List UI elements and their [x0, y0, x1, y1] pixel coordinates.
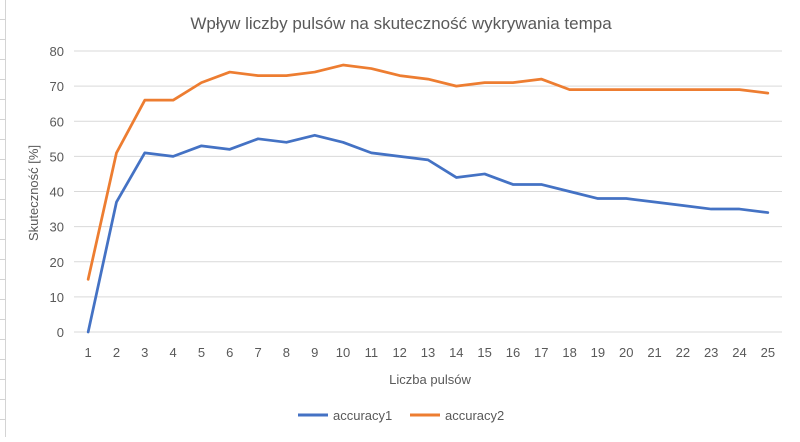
x-tick-label: 20: [619, 345, 633, 360]
y-tick-label: 30: [50, 220, 64, 235]
chart-area[interactable]: Wpływ liczby pulsów na skuteczność wykry…: [6, 0, 800, 437]
x-tick-label: 11: [365, 345, 379, 360]
x-tick-label: 6: [226, 345, 233, 360]
y-axis-title: Skuteczność [%]: [26, 145, 41, 241]
legend-label-accuracy2: accuracy2: [445, 408, 504, 423]
y-tick-label: 0: [57, 325, 64, 340]
x-tick-label: 2: [113, 345, 120, 360]
x-tick-label: 1: [85, 345, 92, 360]
x-tick-label: 8: [283, 345, 290, 360]
x-axis-tick-labels: 1 2 3 4 5 6 7 8 9 10 11 12 13 14 15 16 17 18 19 20 21 22 23 24 2…: [85, 345, 776, 360]
line-chart: Wpływ liczby pulsów na skuteczność wykry…: [26, 14, 782, 423]
x-tick-label: 22: [676, 345, 690, 360]
x-tick-label: 12: [392, 345, 406, 360]
x-axis-title: Liczba pulsów: [389, 372, 471, 387]
x-tick-label: 18: [562, 345, 576, 360]
series-line-accuracy2: [86, 63, 770, 281]
series-line-accuracy1: [86, 133, 770, 334]
gridlines: [74, 50, 782, 333]
x-tick-label: 15: [477, 345, 491, 360]
legend: accuracy1 accuracy2: [298, 408, 504, 423]
series-lines: [86, 63, 770, 334]
x-tick-label: 21: [647, 345, 661, 360]
x-tick-label: 3: [141, 345, 148, 360]
x-tick-label: 23: [704, 345, 718, 360]
legend-label-accuracy1: accuracy1: [333, 408, 392, 423]
chart-title: Wpływ liczby pulsów na skuteczność wykry…: [190, 14, 612, 33]
y-tick-label: 20: [50, 255, 64, 270]
x-tick-label: 14: [449, 345, 463, 360]
y-tick-label: 40: [50, 185, 64, 200]
y-tick-label: 60: [50, 114, 64, 129]
x-tick-label: 13: [421, 345, 435, 360]
y-tick-label: 70: [50, 79, 64, 94]
spreadsheet-row-edge: [0, 0, 6, 437]
x-tick-label: 25: [761, 345, 775, 360]
y-tick-label: 10: [50, 290, 64, 305]
x-tick-label: 7: [254, 345, 261, 360]
y-axis-tick-labels: 0 10 20 30 40 50 60 70 80: [50, 44, 64, 340]
x-tick-label: 19: [591, 345, 605, 360]
x-tick-label: 4: [170, 345, 177, 360]
x-tick-label: 16: [506, 345, 520, 360]
x-tick-label: 9: [311, 345, 318, 360]
y-tick-label: 50: [50, 149, 64, 164]
x-tick-label: 24: [732, 345, 746, 360]
y-tick-label: 80: [50, 44, 64, 59]
x-tick-label: 10: [336, 345, 350, 360]
x-tick-label: 5: [198, 345, 205, 360]
x-tick-label: 17: [534, 345, 548, 360]
